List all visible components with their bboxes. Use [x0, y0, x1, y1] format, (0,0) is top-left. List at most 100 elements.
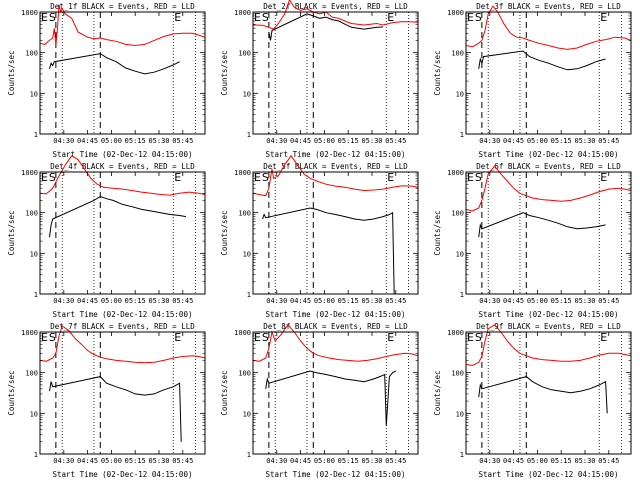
y-axis-label: Counts/sec [220, 370, 229, 415]
x-tick-label: 05:15 [551, 297, 572, 305]
y-tick-label: 10 [456, 250, 464, 258]
y-axis-label: Counts/sec [433, 210, 442, 255]
x-tick-label: 05:45 [598, 457, 619, 465]
y-axis-label: Counts/sec [433, 370, 442, 415]
y-tick-label: 1000 [234, 169, 251, 177]
detector-panel: Det_3f BLACK = Events, RED = LLD Start Ti… [426, 0, 639, 160]
x-tick-label: 05:15 [125, 137, 146, 145]
plot-frame [39, 11, 206, 135]
marker-label: E [387, 171, 394, 184]
x-tick-label: 04:45 [77, 297, 98, 305]
series-line-events [478, 50, 606, 71]
series-line-lld [39, 325, 206, 364]
y-tick-label: 100 [451, 50, 464, 58]
x-tick-label: 04:30 [266, 297, 287, 305]
x-tick-label: 05:15 [125, 297, 146, 305]
y-tick-label: 100 [25, 50, 38, 58]
series-line-lld [252, 0, 419, 30]
x-tick-label: 04:45 [290, 297, 311, 305]
x-axis-label: Start Time (02-Dec-12 04:15:00) [266, 150, 406, 159]
series-line-events [268, 13, 384, 41]
panel-plot: Det_5f BLACK = Events, RED = LLD Start Ti… [220, 154, 419, 319]
y-tick-label: 1 [34, 291, 38, 299]
x-tick-label: 05:15 [338, 297, 359, 305]
panel-plot: Det_2f BLACK = Events, RED = LLD Start Ti… [220, 0, 419, 159]
y-tick-label: 1 [460, 291, 464, 299]
marker-label: E [600, 171, 607, 184]
marker-label: E [174, 171, 181, 184]
y-tick-label: 100 [238, 50, 251, 58]
x-tick-label: 04:30 [266, 457, 287, 465]
y-tick-label: 1 [34, 131, 38, 139]
y-tick-label: 1000 [21, 169, 38, 177]
x-tick-label: 05:00 [527, 137, 548, 145]
x-tick-label: 05:00 [527, 457, 548, 465]
series-line-lld [465, 324, 632, 367]
y-tick-label: 1000 [21, 329, 38, 337]
y-axis-label: Counts/sec [7, 370, 16, 415]
marker-label: S [262, 171, 269, 184]
y-tick-label: 1000 [447, 9, 464, 17]
x-tick-label: 04:45 [290, 137, 311, 145]
marker-label: S [475, 331, 482, 344]
x-axis-label: Start Time (02-Dec-12 04:15:00) [479, 310, 619, 319]
y-tick-label: 10 [243, 410, 251, 418]
detector-panel: Det_4f BLACK = Events, RED = LLD Start Ti… [0, 155, 213, 320]
panel-title: Det_7f BLACK = Events, RED = LLD [50, 322, 195, 331]
plot-frame [39, 171, 206, 295]
marker-label: E [41, 171, 48, 184]
x-tick-label: 04:45 [503, 457, 524, 465]
y-tick-label: 10 [456, 410, 464, 418]
x-tick-label: 04:30 [53, 297, 74, 305]
x-axis-label: Start Time (02-Dec-12 04:15:00) [479, 150, 619, 159]
marker-label: E [467, 11, 474, 24]
y-tick-label: 100 [451, 370, 464, 378]
x-tick-label: 04:30 [479, 297, 500, 305]
plot-frame [465, 11, 632, 135]
x-tick-label: 05:45 [598, 297, 619, 305]
x-tick-label: 04:45 [77, 137, 98, 145]
y-tick-label: 1 [460, 451, 464, 459]
x-tick-label: 05:30 [574, 297, 595, 305]
x-tick-label: 05:30 [148, 297, 169, 305]
panel-plot: Det_4f BLACK = Events, RED = LLD Start Ti… [7, 155, 206, 319]
x-tick-label: 05:30 [574, 137, 595, 145]
detector-panel: Det_5f BLACK = Events, RED = LLD Start Ti… [213, 154, 426, 320]
marker-label: E [387, 11, 394, 24]
series-line-lld [465, 5, 632, 50]
marker-label: E [467, 171, 474, 184]
y-tick-label: 10 [456, 90, 464, 98]
series-line-events [49, 195, 187, 238]
panel-title: Det_5f BLACK = Events, RED = LLD [263, 162, 408, 171]
x-tick-label: 05:30 [361, 137, 382, 145]
y-tick-label: 1 [460, 131, 464, 139]
x-tick-label: 05:45 [385, 137, 406, 145]
plot-frame [465, 171, 632, 295]
x-tick-label: 04:45 [503, 297, 524, 305]
panel-plot: Det_8f BLACK = Events, RED = LLD Start Ti… [220, 322, 419, 479]
x-tick-label: 05:00 [101, 457, 122, 465]
x-tick-label: 05:00 [314, 137, 335, 145]
x-tick-label: 04:30 [479, 137, 500, 145]
marker-label: E [600, 11, 607, 24]
marker-label: S [262, 331, 269, 344]
x-tick-label: 05:30 [574, 457, 595, 465]
marker-label: E [254, 171, 261, 184]
y-axis-label: Counts/sec [7, 50, 16, 95]
detector-panel: Det_6f BLACK = Events, RED = LLD Start Ti… [426, 160, 639, 320]
series-line-events [478, 212, 606, 238]
x-axis-label: Start Time (02-Dec-12 04:15:00) [53, 470, 193, 479]
x-tick-label: 05:15 [551, 457, 572, 465]
x-tick-label: 04:45 [503, 137, 524, 145]
marker-label: E [254, 11, 261, 24]
x-tick-label: 05:15 [551, 137, 572, 145]
x-tick-label: 05:30 [148, 457, 169, 465]
marker-label: S [49, 331, 56, 344]
y-tick-label: 1 [247, 131, 251, 139]
y-axis-label: Counts/sec [7, 210, 16, 255]
panel-title: Det_9f BLACK = Events, RED = LLD [476, 322, 621, 331]
panel-title: Det_1f BLACK = Events, RED = LLD [50, 2, 195, 11]
y-tick-label: 10 [30, 90, 38, 98]
x-tick-label: 05:15 [338, 457, 359, 465]
x-axis-label: Start Time (02-Dec-12 04:15:00) [53, 310, 193, 319]
